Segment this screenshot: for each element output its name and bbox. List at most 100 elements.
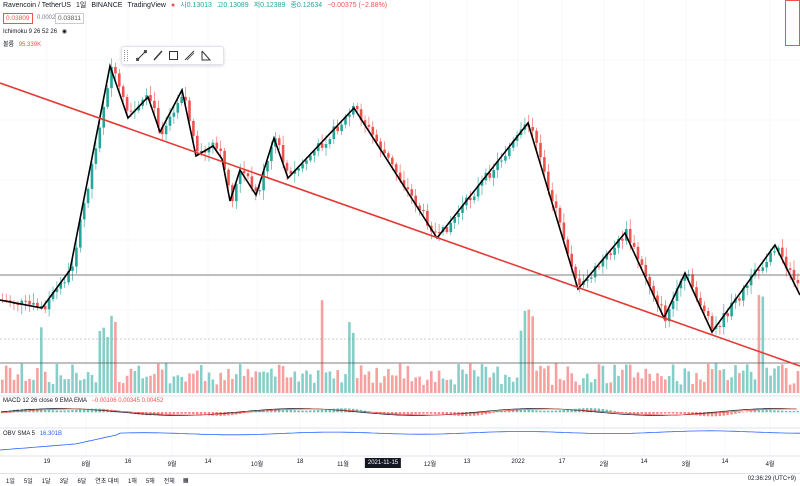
macd-hist-bar — [788, 410, 792, 413]
range-button[interactable]: 3달 — [59, 478, 69, 485]
range-button[interactable]: 1일 — [6, 478, 15, 485]
calendar-icon[interactable]: ▦ — [182, 477, 189, 484]
platform-label: TradingView — [127, 2, 166, 9]
volume-bar — [465, 373, 468, 393]
volume-bar — [488, 377, 492, 393]
range-button[interactable]: 전체 — [163, 478, 175, 485]
candle-body — [469, 197, 472, 201]
macd-hist-bar — [199, 412, 203, 415]
macd-hist-bar — [164, 412, 168, 415]
obv-legend[interactable]: OBV SMA 5 16.301B — [3, 431, 62, 437]
drawing-toolbar[interactable] — [121, 46, 224, 65]
volume-bar — [153, 374, 156, 393]
range-button[interactable]: 1해 — [128, 478, 137, 485]
candle-body — [480, 180, 484, 186]
time-axis[interactable]: 2021-11-15 19 8월 16 9월 14 10월 18 11월 12월 13 2022 17… — [0, 457, 800, 470]
macd-hist-bar — [621, 412, 624, 413]
volume-legend[interactable]: 볼륨 95.339K — [3, 39, 41, 48]
range-button[interactable]: 5일 — [23, 478, 33, 485]
volume-bar — [531, 316, 534, 393]
volume-bar — [12, 379, 16, 393]
volume-bar — [63, 379, 66, 393]
macd-hist-bar — [313, 410, 316, 413]
macd-hist-bar — [644, 412, 647, 415]
volume-bar — [632, 377, 636, 393]
macd-hist-bar — [281, 409, 285, 413]
volume-bar — [792, 383, 796, 393]
macd-hist-bar — [293, 410, 296, 413]
macd-hist-bar — [765, 410, 768, 413]
macd-hist-bar — [749, 410, 753, 413]
clock-readout: 02:36:29 (UTC+9) — [747, 476, 796, 482]
candle-body — [63, 282, 66, 284]
macd-hist-bar — [625, 412, 628, 414]
candle-body — [371, 126, 375, 135]
candle-body — [640, 259, 644, 265]
drag-handle-icon[interactable] — [124, 50, 128, 61]
volume-bar — [543, 368, 546, 393]
volume-bar — [281, 365, 285, 393]
volume-bar — [1, 379, 4, 393]
candle-body — [730, 302, 733, 317]
volume-bar — [570, 373, 573, 393]
volume-bar — [476, 376, 480, 393]
ohlc-open: 시0.13013 — [180, 2, 212, 9]
candle-body — [355, 105, 359, 110]
brush-icon[interactable] — [151, 49, 164, 62]
volume-bar — [550, 384, 554, 393]
ichimoku-legend[interactable]: Ichimoku 9 26 52 26 ◉ — [3, 28, 67, 35]
macd-hist-bar — [426, 412, 429, 414]
volume-bar — [660, 376, 663, 393]
macd-hist-bar — [648, 412, 651, 415]
time-axis-tick: 10월 — [250, 462, 264, 468]
range-button[interactable]: 1달 — [41, 478, 51, 485]
time-axis-tick: 16 — [124, 459, 132, 465]
candle-body — [43, 306, 47, 310]
interval-label[interactable]: 1일 — [75, 2, 87, 9]
time-axis-tick: 12월 — [423, 462, 437, 468]
ohlc-low: 저0.12389 — [253, 2, 286, 9]
volume-bar — [769, 375, 772, 393]
macd-hist-bar — [51, 410, 55, 413]
volume-bar — [133, 370, 137, 393]
range-button[interactable]: 6달 — [77, 478, 87, 485]
macd-hist-bar — [792, 410, 796, 413]
rectangle-icon[interactable] — [167, 49, 180, 62]
candle-body — [660, 304, 663, 306]
bid-price-box[interactable]: 0.03809 — [3, 13, 33, 24]
volume-bar — [59, 375, 63, 393]
volume-bar — [219, 372, 222, 393]
ask-price-box[interactable]: 0.03811 — [55, 13, 85, 24]
volume-bar — [79, 380, 82, 393]
pen-icon[interactable] — [183, 49, 196, 62]
volume-bar — [4, 365, 8, 393]
volume-bar — [699, 379, 702, 393]
range-button[interactable]: 연초 대비 — [95, 478, 120, 485]
chart-minimap[interactable] — [785, 0, 800, 46]
volume-bar — [621, 369, 624, 393]
macd-hist-bar — [636, 412, 640, 415]
macd-hist-bar — [738, 412, 741, 414]
volume-bar — [535, 370, 538, 393]
macd-hist-bar — [172, 412, 175, 415]
volume-bar — [648, 373, 651, 393]
macd-hist-bar — [527, 409, 530, 413]
macd-hist-bar — [691, 412, 694, 415]
macd-hist-bar — [157, 412, 160, 416]
volume-bar — [726, 380, 729, 393]
eye-icon[interactable]: ◉ — [61, 29, 67, 35]
macd-legend[interactable]: MACD 12 26 close 9 EMA EMA −0.00106 0.00… — [3, 398, 163, 404]
volume-bar — [796, 371, 800, 393]
candle-body — [235, 183, 238, 202]
macd-hist-bar — [55, 410, 58, 413]
candle-body — [379, 141, 382, 150]
ruler-icon[interactable] — [199, 49, 212, 62]
macd-hist-bar — [480, 412, 484, 415]
time-axis-tick: 14 — [204, 459, 212, 465]
range-button[interactable]: 5해 — [145, 478, 155, 485]
symbol-title[interactable]: Ravencoin / TetherUS — [3, 2, 71, 9]
trend-line-icon[interactable] — [135, 49, 148, 62]
volume-bar — [773, 368, 776, 393]
